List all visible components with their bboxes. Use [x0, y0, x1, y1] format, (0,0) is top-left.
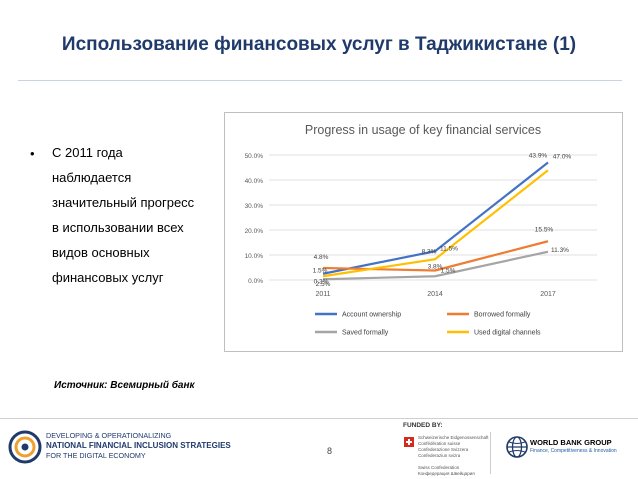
data-label: 11.5%: [440, 245, 458, 252]
bullet-line: видов основных: [52, 245, 150, 260]
world-bank-logo-icon: [506, 436, 528, 458]
data-label: 11.3%: [551, 247, 569, 254]
data-label: 1.5%: [313, 267, 328, 274]
swiss-line: Swiss Confederation: [418, 465, 460, 470]
swiss-line: Confederazione Svizzera: [418, 447, 469, 452]
data-label: 3.8%: [428, 264, 443, 271]
swiss-line: Конфедерация Швейцария: [418, 471, 475, 476]
program-logo-icon: [8, 430, 42, 464]
y-tick-label: 0.0%: [248, 278, 263, 285]
chart-title: Progress in usage of key financial servi…: [305, 123, 541, 137]
y-tick-label: 10.0%: [245, 253, 264, 260]
swiss-confederation-text: Schweizerische Eidgenossenschaft Confédé…: [418, 435, 489, 477]
bullet-line: значительный прогресс: [52, 195, 195, 210]
footer-separator: [490, 432, 491, 474]
series-line-saved-formally: [322, 250, 549, 281]
bullet-symbol: •: [30, 146, 35, 161]
line-chart: Progress in usage of key financial servi…: [245, 123, 597, 337]
data-label: 2.5%: [316, 281, 331, 288]
x-tick-label: 2017: [540, 291, 556, 298]
title-divider: [18, 80, 622, 81]
x-tick-label: 2011: [315, 291, 330, 298]
world-bank-subtitle: Finance, Competitiveness & Innovation: [530, 448, 617, 454]
y-tick-label: 40.0%: [245, 178, 264, 185]
chart-container: Progress in usage of key financial servi…: [224, 112, 623, 352]
data-label: 15.5%: [535, 226, 554, 233]
data-label: 4.8%: [314, 254, 329, 261]
slide-title: Использование финансовых услуг в Таджики…: [61, 34, 577, 55]
series-line-borrowed-formally: [322, 240, 549, 272]
program-line: NATIONAL FINANCIAL INCLUSION STRATEGIES: [46, 441, 231, 450]
funded-by-label: FUNDED BY:: [403, 422, 443, 429]
bullet-text: С 2011 года наблюдается значительный про…: [52, 146, 232, 296]
x-tick-label: 2014: [427, 291, 443, 298]
data-label: 1.5%: [441, 267, 456, 274]
y-tick-label: 50.0%: [245, 153, 264, 160]
program-line: DEVELOPING & OPERATIONALIZING: [46, 431, 172, 440]
series-line-account-ownership: [322, 161, 549, 275]
series-line-used-digital-channels: [322, 169, 549, 278]
data-label: 0.3%: [314, 278, 329, 285]
footer-divider: [0, 418, 638, 419]
program-line: FOR THE DIGITAL ECONOMY: [46, 451, 146, 460]
legend-label: Used digital channels: [474, 330, 541, 337]
swiss-flag-icon: [404, 437, 414, 447]
legend-label: Borrowed formally: [474, 312, 531, 319]
bullet-line: финансовых услуг: [52, 270, 164, 285]
y-tick-label: 30.0%: [245, 203, 264, 210]
bullet-line: наблюдается: [52, 170, 132, 185]
legend-label: Saved formally: [342, 330, 389, 337]
swiss-line: Schweizerische Eidgenossenschaft: [418, 435, 489, 440]
data-label: 8.3%: [422, 248, 437, 255]
world-bank-name: WORLD BANK GROUP: [530, 438, 612, 447]
bullet-line: С 2011 года: [52, 145, 123, 160]
legend-label: Account ownership: [342, 312, 401, 319]
data-label: 43.9%: [529, 152, 548, 159]
page-number: 8: [327, 446, 333, 456]
source-note: Источник: Всемирный банк: [54, 380, 195, 391]
bullet-line: в использовании всех: [52, 220, 184, 235]
y-tick-label: 20.0%: [245, 228, 264, 235]
program-name: DEVELOPING & OPERATIONALIZING NATIONAL F…: [46, 431, 231, 461]
swiss-line: Confederaziun svizra: [418, 453, 461, 458]
data-label: 47.0%: [553, 154, 572, 161]
swiss-line: Confédération suisse: [418, 441, 461, 446]
